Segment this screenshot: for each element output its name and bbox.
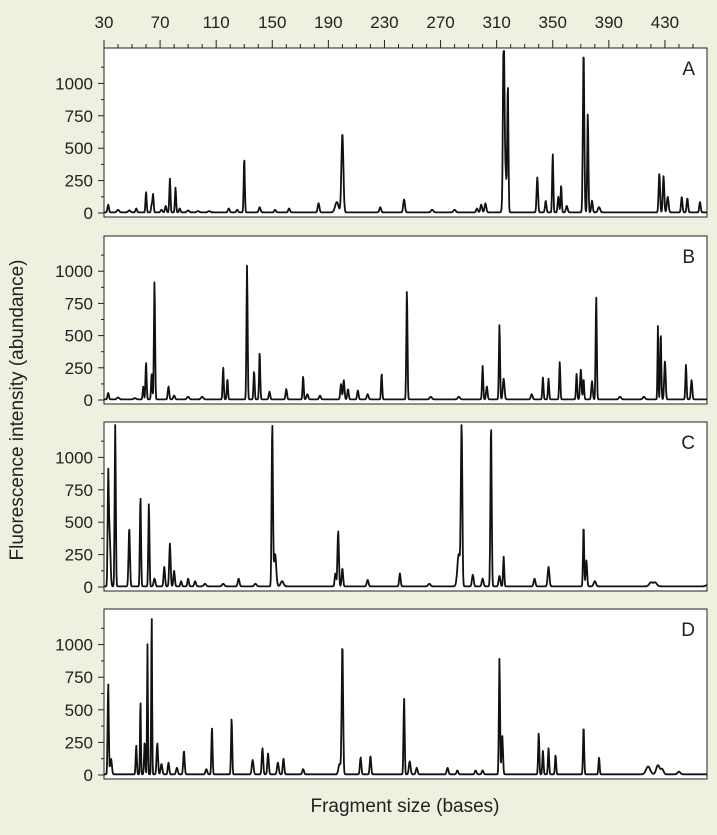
panel-label: B <box>682 247 695 268</box>
x-tick-label: 190 <box>314 13 342 32</box>
x-tick-label: 150 <box>258 13 286 32</box>
y-axis-title: Fluorescence intensity (abundance) <box>7 259 28 560</box>
panel-label: C <box>681 433 695 454</box>
y-tick-label: 750 <box>65 481 93 500</box>
x-tick-label: 430 <box>651 13 679 32</box>
x-tick-label: 270 <box>426 13 454 32</box>
panel-frame <box>103 47 708 218</box>
y-tick-label: 500 <box>65 701 93 720</box>
panel-label: D <box>681 620 695 641</box>
y-tick-label: 1000 <box>55 448 93 467</box>
x-tick-label: 350 <box>539 13 567 32</box>
x-tick-label: 110 <box>203 13 230 32</box>
y-tick-label: 0 <box>84 391 93 410</box>
y-tick-label: 500 <box>65 139 93 158</box>
y-tick-label: 1000 <box>55 262 93 281</box>
trace-line <box>103 618 708 776</box>
x-tick-label: 230 <box>370 13 398 32</box>
y-tick-label: 250 <box>65 546 93 565</box>
x-tick-label: 30 <box>95 13 114 32</box>
y-tick-label: 1000 <box>55 636 93 655</box>
panel-b: 0 250 500 750 1000 B <box>55 235 708 410</box>
panel-a: 0 250 500 750 1000 A <box>55 47 708 223</box>
panel-frame <box>103 421 708 592</box>
y-tick-label: 0 <box>84 578 93 597</box>
x-axis-title: Fragment size (bases) <box>310 796 499 817</box>
y-tick-label: 0 <box>84 204 93 223</box>
trace-line <box>103 264 708 401</box>
y-tick-label: 500 <box>65 513 93 532</box>
trace-line <box>103 50 708 214</box>
x-tick-label: 390 <box>595 13 623 32</box>
y-tick-label: 500 <box>65 327 93 346</box>
panel-label: A <box>682 59 695 80</box>
y-tick-label: 0 <box>84 766 93 785</box>
x-tick-label: 310 <box>482 13 510 32</box>
y-tick-label: 750 <box>65 294 93 313</box>
trace-line <box>103 424 708 588</box>
x-tick-label: 70 <box>151 13 170 32</box>
panels: 0 250 500 750 1000 A 0 250 500 750 1000 B 0 250 500 750… <box>55 47 708 785</box>
y-tick-label: 250 <box>65 733 93 752</box>
y-tick-label: 250 <box>65 172 93 191</box>
y-tick-label: 250 <box>65 359 93 378</box>
y-tick-label: 750 <box>65 668 93 687</box>
y-tick-label: 750 <box>65 107 93 126</box>
panel-d: 0 250 500 750 1000 D <box>55 608 708 785</box>
top-x-axis: 30 70 110 150 190 230 270 310 350 390 430 <box>95 13 707 49</box>
y-tick-label: 1000 <box>55 74 93 93</box>
panel-c: 0 250 500 750 1000 C <box>55 421 708 597</box>
